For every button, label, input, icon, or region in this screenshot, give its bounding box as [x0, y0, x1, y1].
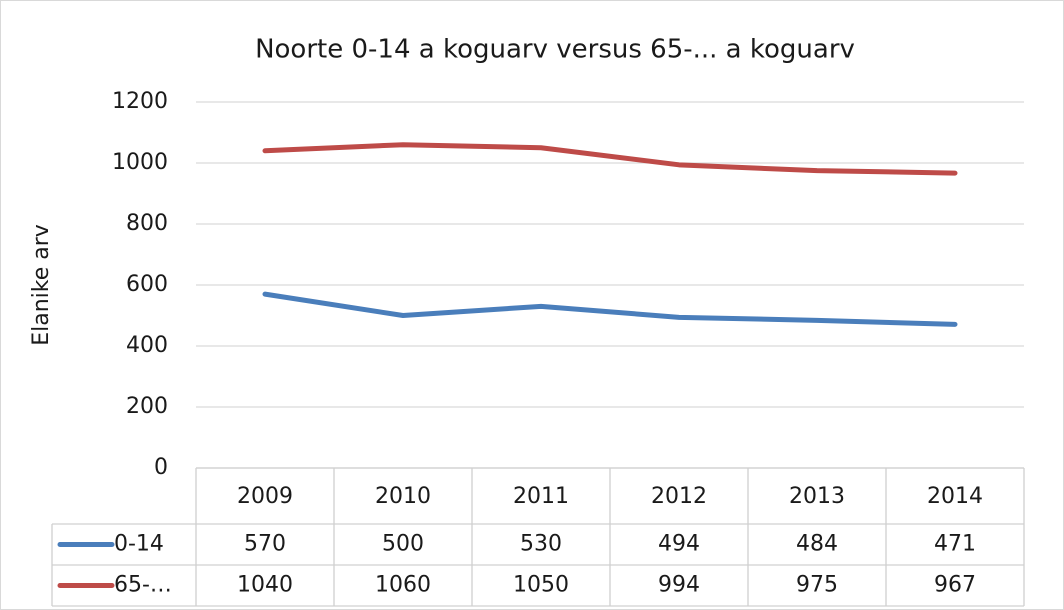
y-tick-label: 600 [126, 272, 168, 297]
line-series [262, 291, 958, 327]
table-value: 570 [244, 532, 286, 557]
table-value: 494 [658, 532, 700, 557]
table-value: 1040 [237, 573, 293, 598]
table-value: 975 [796, 573, 838, 598]
y-tick-label: 1000 [112, 150, 168, 175]
x-tick-label: 2009 [237, 484, 293, 509]
y-tick-label: 200 [126, 394, 168, 419]
table-value: 500 [382, 532, 424, 557]
table-value: 471 [934, 532, 976, 557]
table-value: 484 [796, 532, 838, 557]
chart-title: Noorte 0-14 a koguarv versus 65-... a ko… [255, 35, 855, 65]
y-tick-label: 800 [126, 211, 168, 236]
legend-label: 0-14 [114, 532, 164, 557]
y-tick-label: 0 [154, 455, 168, 480]
y-tick-label: 400 [126, 333, 168, 358]
table-value: 1050 [513, 573, 569, 598]
table-value: 1060 [375, 573, 431, 598]
x-tick-label: 2010 [375, 484, 431, 509]
x-tick-label: 2014 [927, 484, 983, 509]
table-value: 530 [520, 532, 562, 557]
y-axis-label: Elanike arv [29, 224, 54, 346]
table-value: 994 [658, 573, 700, 598]
x-tick-label: 2011 [513, 484, 569, 509]
table-value: 967 [934, 573, 976, 598]
legend-label: 65-… [114, 573, 172, 598]
y-tick-label: 1200 [112, 89, 168, 114]
x-tick-label: 2012 [651, 484, 707, 509]
line-series [262, 142, 958, 176]
x-tick-label: 2013 [789, 484, 845, 509]
